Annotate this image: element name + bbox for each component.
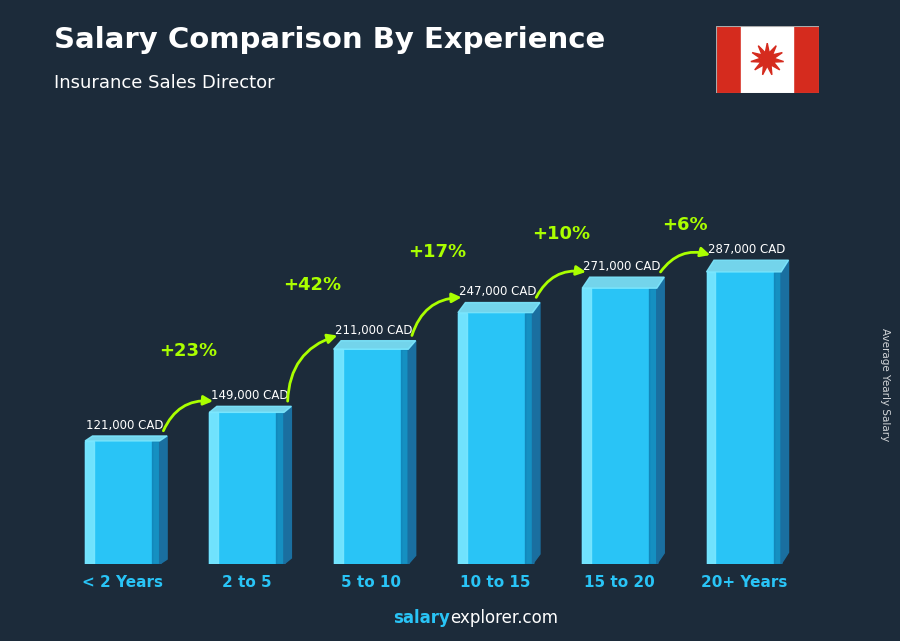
Bar (210, 412, 284, 564)
Bar (458, 313, 467, 564)
Bar (334, 349, 409, 564)
Text: salary: salary (393, 609, 450, 627)
Polygon shape (458, 303, 540, 313)
Bar (582, 288, 657, 564)
Polygon shape (751, 43, 784, 75)
Text: 271,000 CAD: 271,000 CAD (583, 260, 661, 273)
Bar (793, 26, 819, 93)
Text: 149,000 CAD: 149,000 CAD (211, 389, 288, 402)
Text: +6%: +6% (662, 216, 708, 234)
Polygon shape (334, 340, 416, 349)
Polygon shape (657, 277, 664, 564)
Polygon shape (781, 260, 788, 564)
Text: +10%: +10% (532, 225, 590, 243)
Text: 121,000 CAD: 121,000 CAD (86, 419, 164, 432)
Bar (706, 272, 781, 564)
Bar (458, 313, 533, 564)
Bar (86, 441, 94, 564)
Text: Average Yearly Salary: Average Yearly Salary (879, 328, 890, 441)
Polygon shape (533, 303, 540, 564)
Bar (649, 288, 657, 564)
FancyArrowPatch shape (288, 335, 335, 401)
Polygon shape (582, 277, 664, 288)
Text: +17%: +17% (408, 243, 466, 261)
Bar (276, 412, 284, 564)
Polygon shape (86, 436, 167, 441)
Bar (334, 349, 343, 564)
Bar (152, 441, 159, 564)
Text: Salary Comparison By Experience: Salary Comparison By Experience (54, 26, 605, 54)
Polygon shape (210, 406, 292, 412)
Text: 247,000 CAD: 247,000 CAD (459, 285, 536, 299)
Bar (716, 26, 742, 93)
Polygon shape (706, 260, 788, 272)
Polygon shape (284, 406, 292, 564)
Bar (774, 272, 781, 564)
Text: explorer.com: explorer.com (450, 609, 558, 627)
Bar (582, 288, 591, 564)
Text: +23%: +23% (159, 342, 217, 360)
Bar (525, 313, 533, 564)
Bar (742, 26, 793, 93)
Text: 211,000 CAD: 211,000 CAD (335, 324, 412, 337)
FancyArrowPatch shape (661, 248, 707, 272)
FancyArrowPatch shape (536, 267, 583, 297)
Bar (400, 349, 409, 564)
FancyArrowPatch shape (412, 294, 459, 335)
Polygon shape (409, 340, 416, 564)
Polygon shape (159, 436, 167, 564)
Text: 287,000 CAD: 287,000 CAD (707, 243, 785, 256)
Bar (210, 412, 219, 564)
Bar (706, 272, 716, 564)
Bar (86, 441, 159, 564)
Text: +42%: +42% (284, 276, 342, 294)
FancyArrowPatch shape (164, 396, 210, 431)
Text: Insurance Sales Director: Insurance Sales Director (54, 74, 274, 92)
